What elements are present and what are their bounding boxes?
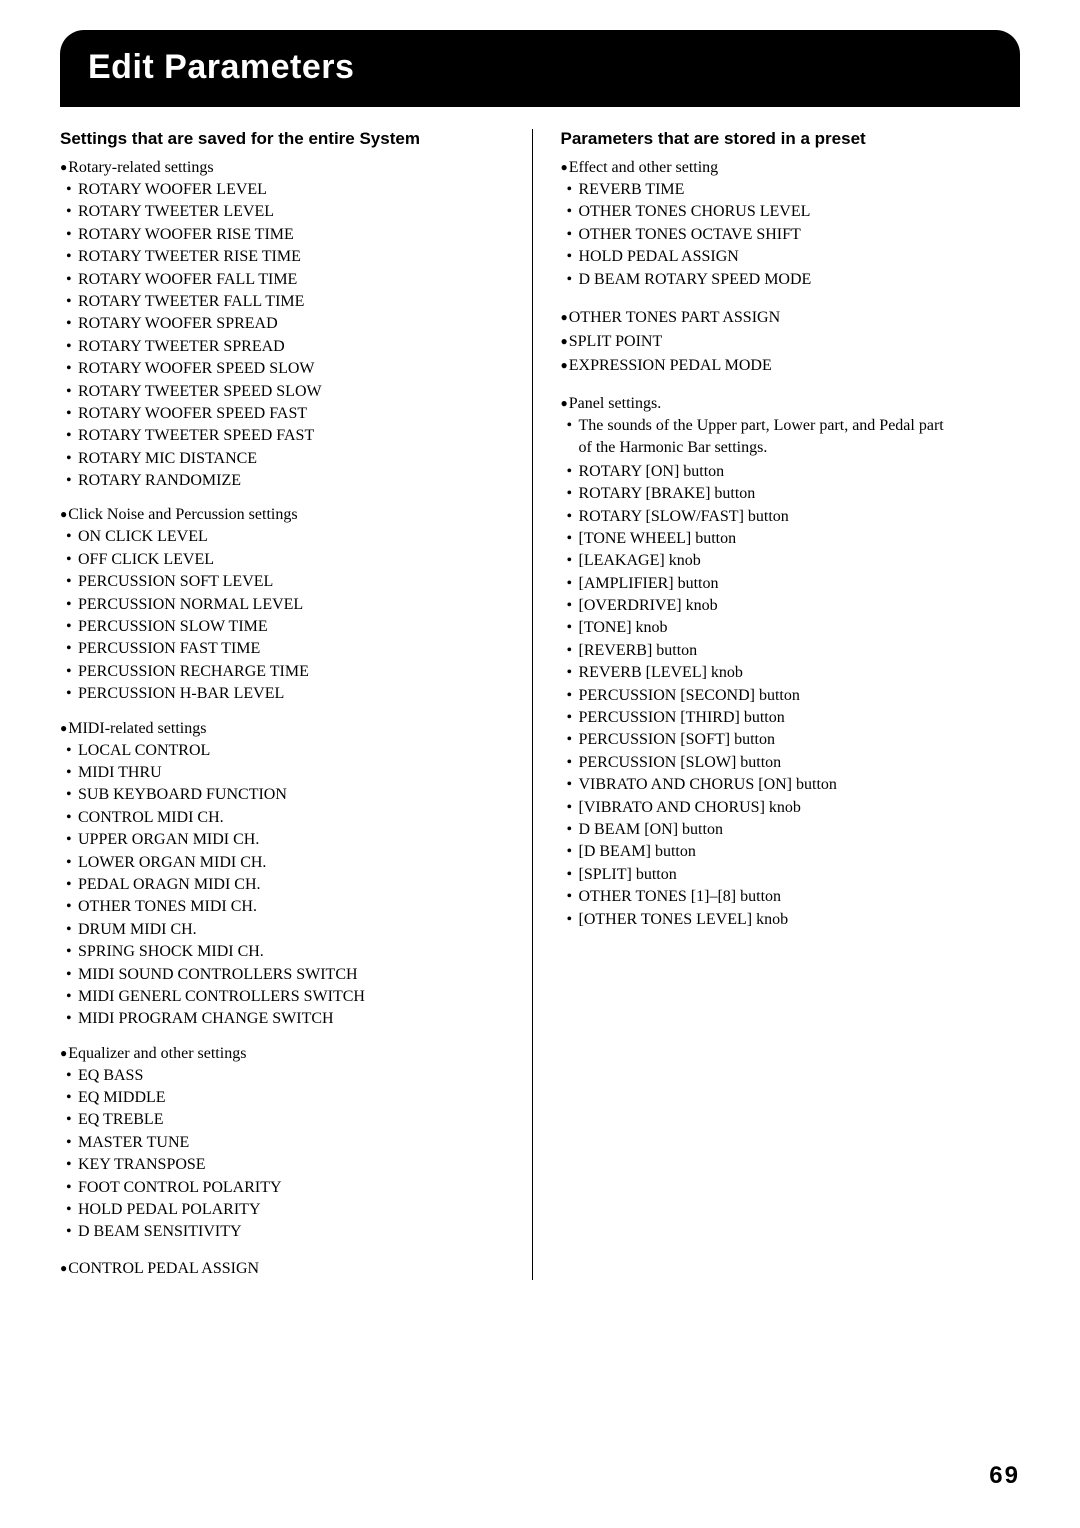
page-title: Edit Parameters [88, 48, 992, 87]
list-item: HOLD PEDAL ASSIGN [567, 246, 1001, 268]
list-item: PERCUSSION NORMAL LEVEL [66, 594, 500, 616]
group-panel-items-cont: ROTARY [ON] button ROTARY [BRAKE] button… [561, 461, 1001, 931]
list-item: VIBRATO AND CHORUS [ON] button [567, 774, 1001, 796]
list-item: EQ TREBLE [66, 1109, 500, 1131]
group-eq-label: Equalizer and other settings [60, 1045, 500, 1063]
right-heading: Parameters that are stored in a preset [561, 129, 1001, 149]
list-item: [VIBRATO AND CHORUS] knob [567, 797, 1001, 819]
list-item: EQ BASS [66, 1065, 500, 1087]
list-item: [OTHER TONES LEVEL] knob [567, 909, 1001, 931]
group-panel-label: Panel settings. [561, 395, 1001, 413]
list-item: ROTARY RANDOMIZE [66, 470, 500, 492]
group-click-items: ON CLICK LEVEL OFF CLICK LEVEL PERCUSSIO… [60, 526, 500, 705]
list-item: ROTARY TWEETER SPEED SLOW [66, 381, 500, 403]
list-item: ROTARY [BRAKE] button [567, 483, 1001, 505]
list-item: DRUM MIDI CH. [66, 919, 500, 941]
list-item: [TONE WHEEL] button [567, 528, 1001, 550]
list-item: CONTROL MIDI CH. [66, 807, 500, 829]
list-item: ROTARY WOOFER LEVEL [66, 179, 500, 201]
group-rotary-items: ROTARY WOOFER LEVEL ROTARY TWEETER LEVEL… [60, 179, 500, 492]
list-item: [AMPLIFIER] button [567, 573, 1001, 595]
list-item: PERCUSSION FAST TIME [66, 638, 500, 660]
list-item: [TONE] knob [567, 617, 1001, 639]
standalone-control-pedal: CONTROL PEDAL ASSIGN [60, 1260, 500, 1278]
list-item: PEDAL ORAGN MIDI CH. [66, 874, 500, 896]
list-item: MIDI PROGRAM CHANGE SWITCH [66, 1008, 500, 1030]
list-item: [LEAKAGE] knob [567, 550, 1001, 572]
list-item: REVERB [LEVEL] knob [567, 662, 1001, 684]
list-item: OTHER TONES MIDI CH. [66, 896, 500, 918]
list-item: ROTARY WOOFER SPREAD [66, 313, 500, 335]
list-item: PERCUSSION SLOW TIME [66, 616, 500, 638]
page-number: 69 [989, 1462, 1020, 1490]
list-item: ROTARY TWEETER FALL TIME [66, 291, 500, 313]
list-item: ROTARY WOOFER RISE TIME [66, 224, 500, 246]
list-item: [REVERB] button [567, 640, 1001, 662]
list-item: ROTARY TWEETER SPREAD [66, 336, 500, 358]
list-item: OTHER TONES [1]–[8] button [567, 886, 1001, 908]
list-item: FOOT CONTROL POLARITY [66, 1177, 500, 1199]
list-item: SPRING SHOCK MIDI CH. [66, 941, 500, 963]
title-bar: Edit Parameters [60, 30, 1020, 107]
group-effect-label: Effect and other setting [561, 159, 1001, 177]
list-item: SUB KEYBOARD FUNCTION [66, 784, 500, 806]
list-item: ROTARY [SLOW/FAST] button [567, 506, 1001, 528]
list-item: MIDI SOUND CONTROLLERS SWITCH [66, 964, 500, 986]
list-item-continuation: of the Harmonic Bar settings. [561, 437, 1001, 459]
list-item: D BEAM ROTARY SPEED MODE [567, 269, 1001, 291]
list-item: OTHER TONES OCTAVE SHIFT [567, 224, 1001, 246]
list-item: ROTARY MIC DISTANCE [66, 448, 500, 470]
list-item: [OVERDRIVE] knob [567, 595, 1001, 617]
group-rotary-label: Rotary-related settings [60, 159, 500, 177]
list-item: ROTARY WOOFER SPEED FAST [66, 403, 500, 425]
list-item: ROTARY TWEETER LEVEL [66, 201, 500, 223]
list-item: LOWER ORGAN MIDI CH. [66, 852, 500, 874]
list-item: PERCUSSION [SLOW] button [567, 752, 1001, 774]
list-item: PERCUSSION [SOFT] button [567, 729, 1001, 751]
list-item: OFF CLICK LEVEL [66, 549, 500, 571]
list-item: PERCUSSION SOFT LEVEL [66, 571, 500, 593]
standalone-expression-pedal: EXPRESSION PEDAL MODE [561, 357, 1001, 375]
standalone-split-point: SPLIT POINT [561, 333, 1001, 351]
right-column: Parameters that are stored in a preset E… [533, 129, 1021, 1280]
list-item: ROTARY TWEETER SPEED FAST [66, 425, 500, 447]
left-column: Settings that are saved for the entire S… [60, 129, 533, 1280]
list-item: D BEAM SENSITIVITY [66, 1221, 500, 1243]
list-item: The sounds of the Upper part, Lower part… [567, 415, 1001, 437]
list-item: PERCUSSION [THIRD] button [567, 707, 1001, 729]
list-item: ROTARY WOOFER FALL TIME [66, 269, 500, 291]
list-item: PERCUSSION RECHARGE TIME [66, 661, 500, 683]
list-item: [SPLIT] button [567, 864, 1001, 886]
group-midi-label: MIDI-related settings [60, 720, 500, 738]
group-effect-items: REVERB TIME OTHER TONES CHORUS LEVEL OTH… [561, 179, 1001, 291]
list-item: UPPER ORGAN MIDI CH. [66, 829, 500, 851]
list-item: MIDI GENERL CONTROLLERS SWITCH [66, 986, 500, 1008]
list-item: [D BEAM] button [567, 841, 1001, 863]
list-item: PERCUSSION [SECOND] button [567, 685, 1001, 707]
list-item: OTHER TONES CHORUS LEVEL [567, 201, 1001, 223]
list-item: HOLD PEDAL POLARITY [66, 1199, 500, 1221]
group-midi-items: LOCAL CONTROL MIDI THRU SUB KEYBOARD FUN… [60, 740, 500, 1031]
list-item: D BEAM [ON] button [567, 819, 1001, 841]
list-item: PERCUSSION H-BAR LEVEL [66, 683, 500, 705]
list-item: LOCAL CONTROL [66, 740, 500, 762]
list-item: ON CLICK LEVEL [66, 526, 500, 548]
list-item: EQ MIDDLE [66, 1087, 500, 1109]
list-item: ROTARY TWEETER RISE TIME [66, 246, 500, 268]
list-item: MIDI THRU [66, 762, 500, 784]
group-eq-items: EQ BASS EQ MIDDLE EQ TREBLE MASTER TUNE … [60, 1065, 500, 1244]
list-item: ROTARY [ON] button [567, 461, 1001, 483]
content-columns: Settings that are saved for the entire S… [60, 129, 1020, 1280]
group-panel-items: The sounds of the Upper part, Lower part… [561, 415, 1001, 437]
standalone-other-tones-part: OTHER TONES PART ASSIGN [561, 309, 1001, 327]
left-heading: Settings that are saved for the entire S… [60, 129, 500, 149]
list-item: MASTER TUNE [66, 1132, 500, 1154]
list-item: KEY TRANSPOSE [66, 1154, 500, 1176]
group-click-label: Click Noise and Percussion settings [60, 506, 500, 524]
list-item: ROTARY WOOFER SPEED SLOW [66, 358, 500, 380]
list-item: REVERB TIME [567, 179, 1001, 201]
